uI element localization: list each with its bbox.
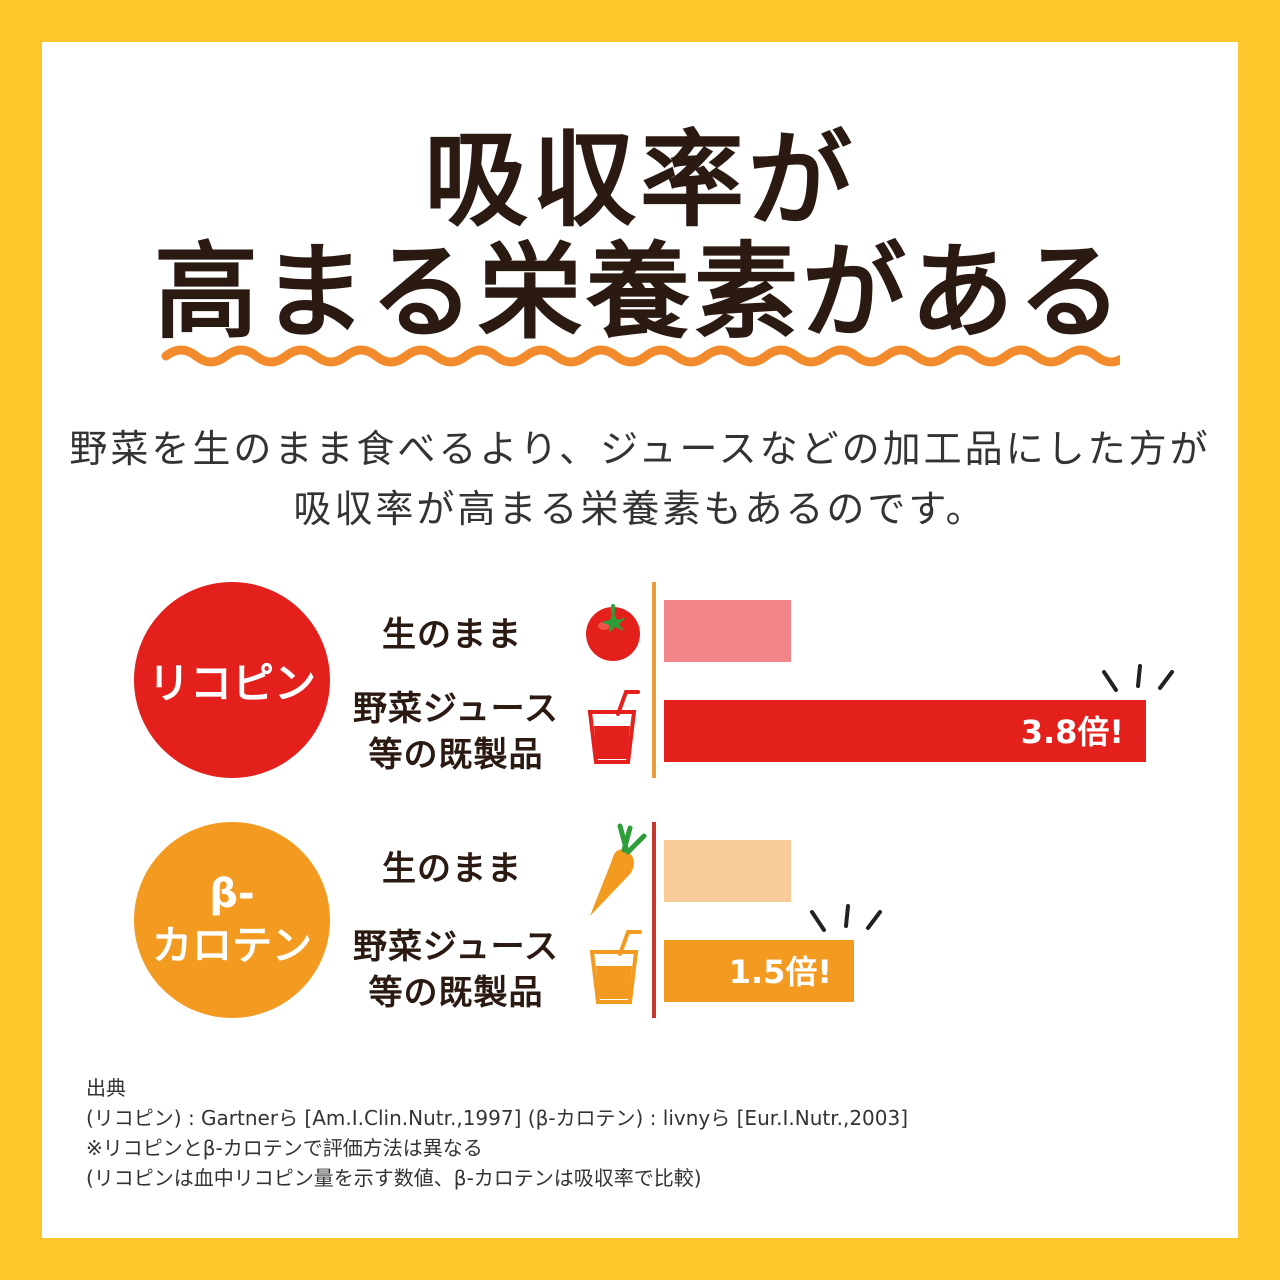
juice-glass-orange-icon — [589, 930, 642, 1004]
emphasis-stroke — [1136, 664, 1142, 688]
tomato-icon — [586, 604, 640, 661]
page-title-line2: 高まる栄養素がある — [153, 231, 1126, 353]
emphasis-stroke — [1158, 670, 1174, 690]
lycopene-axis-line — [652, 582, 656, 778]
carrot-icon — [590, 823, 647, 916]
lycopene-badge-label: リコピン — [147, 658, 316, 708]
beta-carotene-bar-juice — [664, 940, 854, 1002]
subtitle-line2: 吸収率が高まる栄養素もあるのです。 — [293, 487, 987, 531]
method-detail-note: (リコピンは血中リコピン量を示す数値、β-カロテンは吸収率で比較) — [86, 1166, 702, 1190]
lycopene-data-label: 3.8倍! — [1021, 713, 1124, 751]
lycopene-bar-raw — [664, 600, 791, 662]
beta-juice-label-line2: 等の既製品 — [368, 973, 544, 1013]
beta-carotene-bars: 1.5倍! — [664, 840, 882, 1002]
method-note: ※リコピンとβ-カロテンで評価方法は異なる — [86, 1136, 483, 1160]
wave-divider — [161, 345, 1120, 367]
emphasis-stroke — [810, 910, 826, 932]
subtitle-line1: 野菜を生のまま食べるより、ジュースなどの加工品にした方が — [69, 427, 1211, 471]
beta-carotene-data-label: 1.5倍! — [729, 953, 832, 991]
beta-carotene-badge-line1: β- — [209, 871, 255, 917]
lycopene-bar-juice — [664, 700, 1146, 762]
source-citation: (リコピン) : Gartnerら [Am.I.Clin.Nutr.,1997]… — [86, 1106, 909, 1130]
source-heading: 出典 — [86, 1076, 126, 1100]
beta-juice-label: 野菜ジュース 等の既製品 — [346, 924, 566, 1016]
beta-juice-label-line1: 野菜ジュース — [353, 927, 559, 967]
beta-carotene-badge-line2: カロテン — [152, 923, 312, 969]
beta-raw-label: 生のまま — [382, 849, 522, 889]
lycopene-raw-label: 生のまま — [382, 615, 522, 655]
emphasis-stroke — [844, 904, 850, 928]
beta-carotene-badge: β- カロテン — [134, 822, 330, 1018]
emphasis-stroke — [1102, 670, 1118, 692]
juice-glass-red-icon — [587, 690, 640, 764]
page-title-line1: 吸収率が — [423, 119, 856, 241]
lycopene-bars: 3.8倍! — [664, 600, 1174, 762]
lycopene-juice-label-line2: 等の既製品 — [368, 735, 544, 775]
beta-axis-line — [652, 822, 656, 1018]
lycopene-badge: リコピン — [134, 582, 330, 778]
lycopene-juice-label: 野菜ジュース 等の既製品 — [346, 686, 566, 778]
beta-carotene-bar-raw — [664, 840, 791, 902]
lycopene-juice-label-line1: 野菜ジュース — [353, 689, 559, 729]
emphasis-stroke — [866, 910, 882, 930]
